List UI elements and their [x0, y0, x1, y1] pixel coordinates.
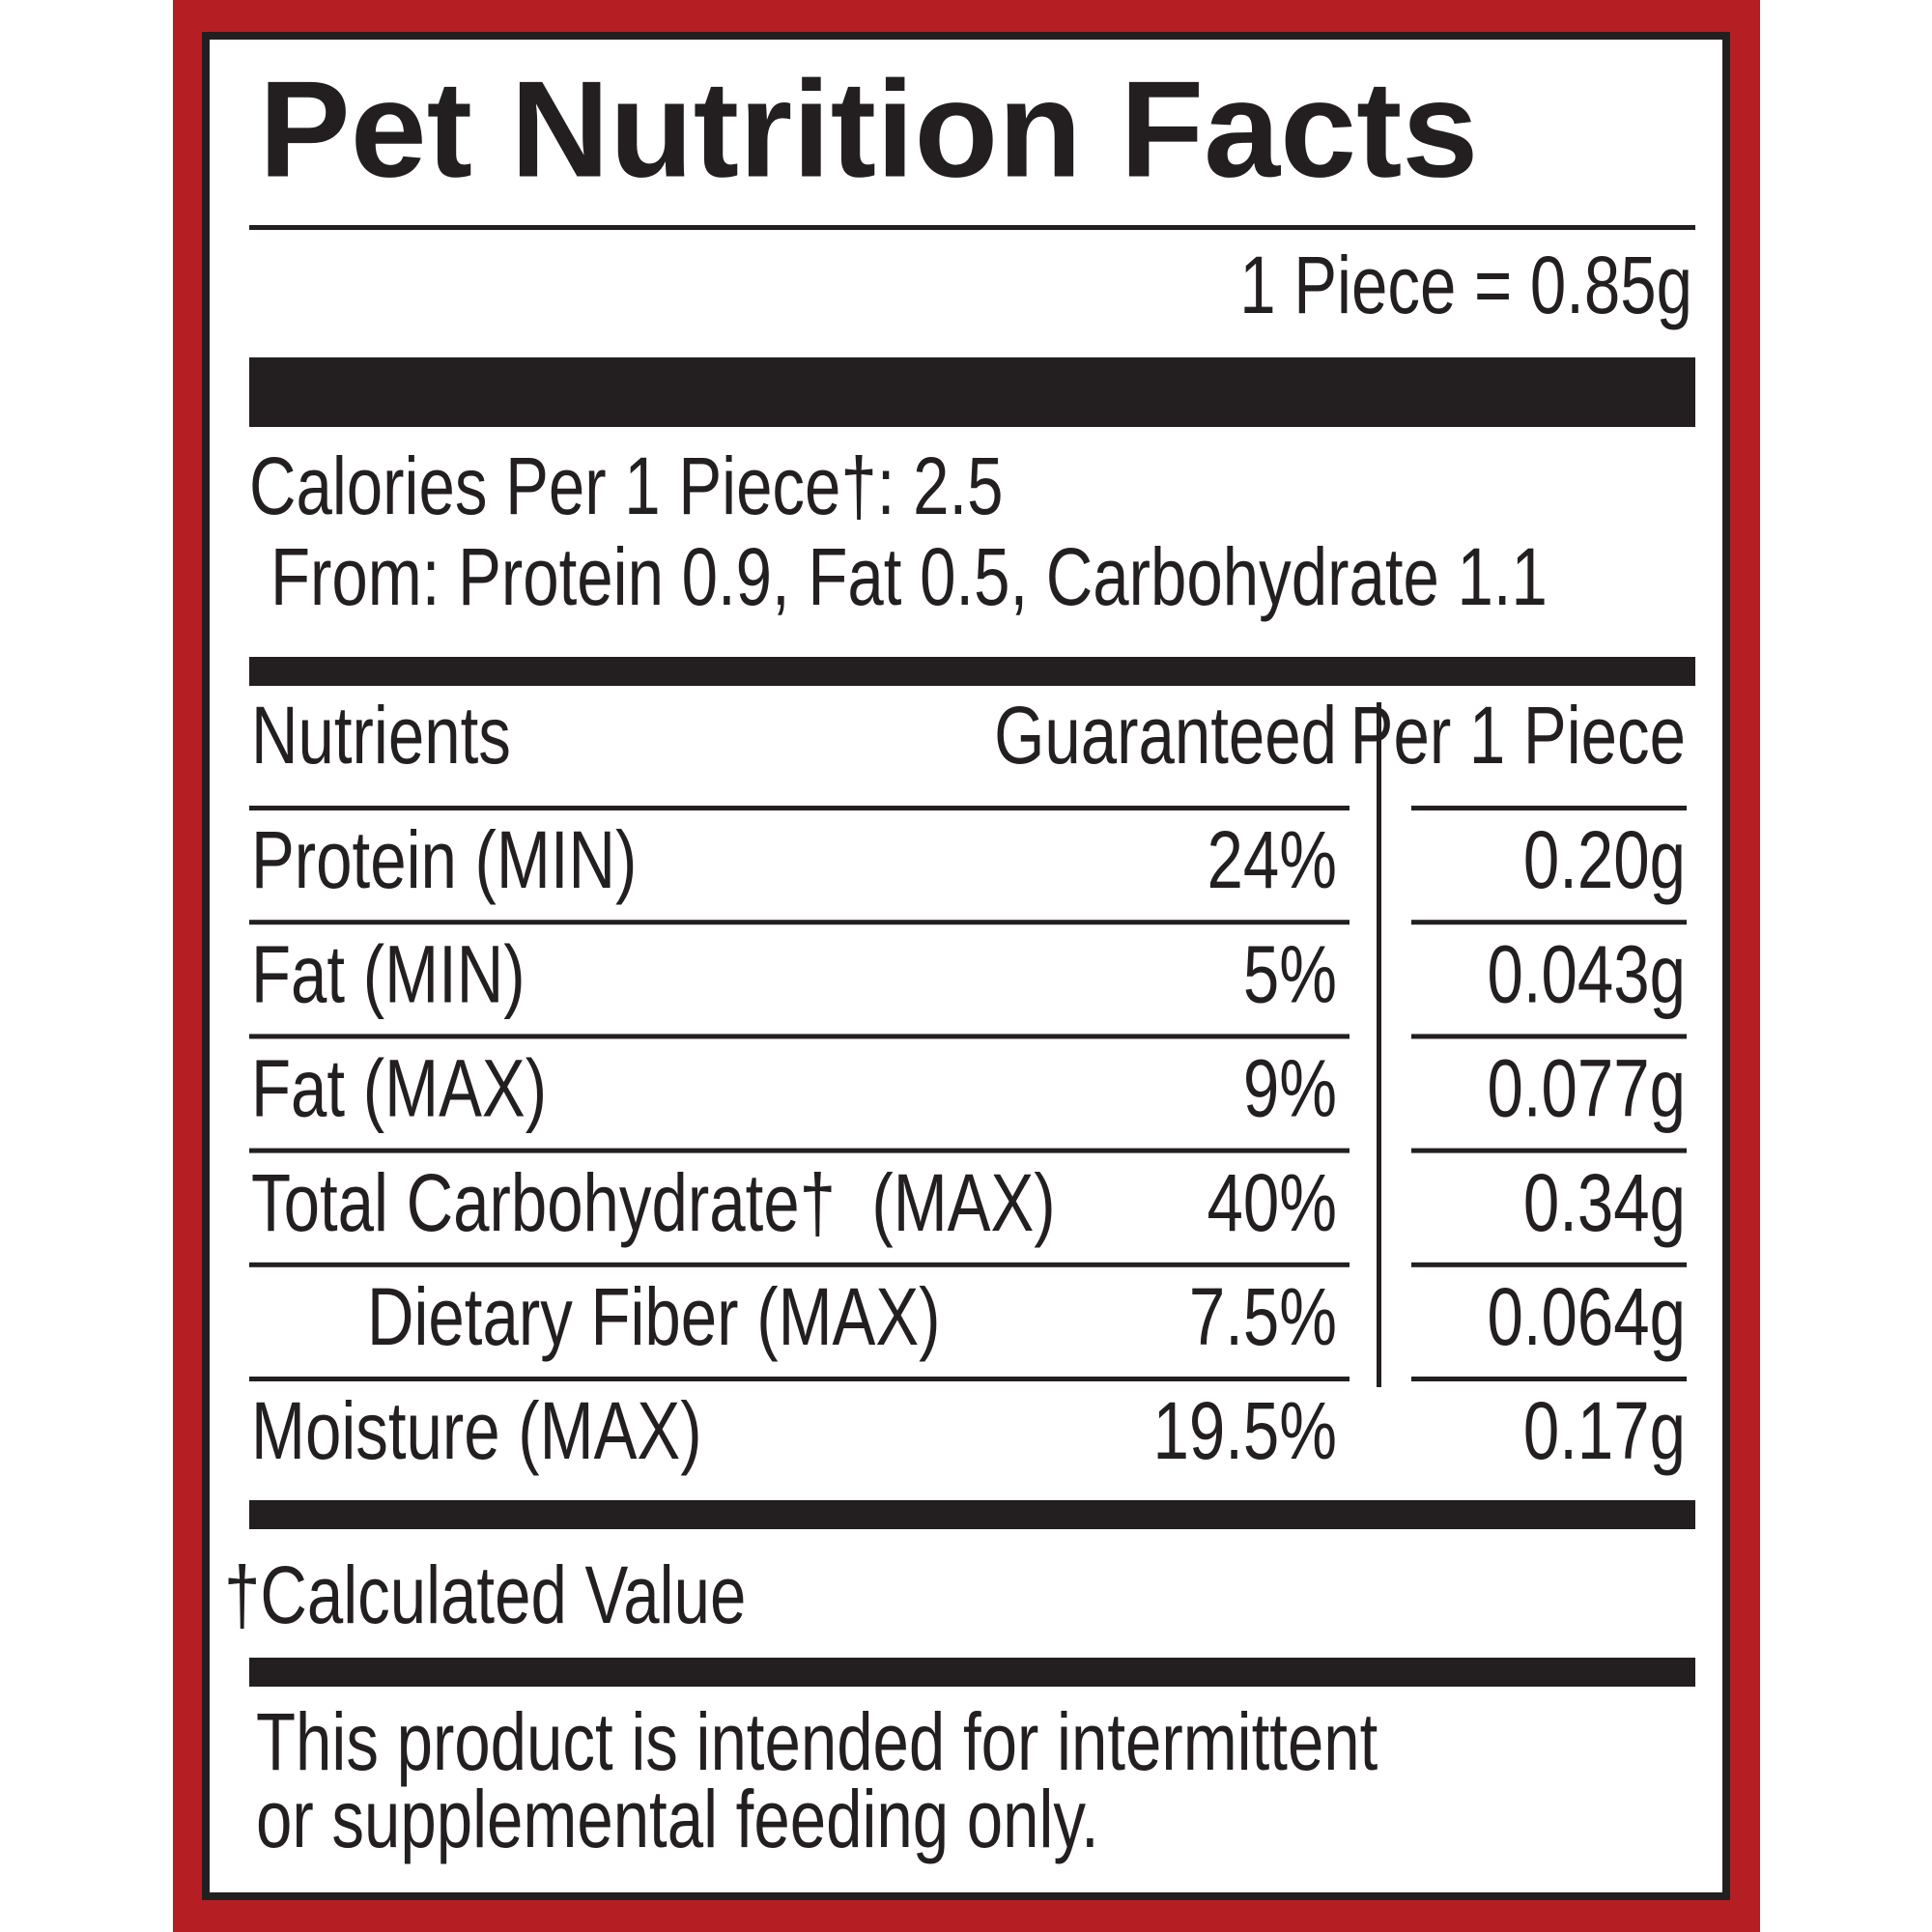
nutrient-table: Nutrients Guaranteed Per 1 Piece Protein…: [249, 691, 1687, 1477]
nutrient-name: Fat (MAX): [251, 1043, 547, 1134]
row-rule: [1411, 1148, 1687, 1153]
row-rule: [1411, 920, 1687, 925]
guaranteed-value: 7.5%: [1189, 1272, 1337, 1363]
header: Per 1 Piece: [1350, 691, 1686, 781]
header: Nutrients: [251, 691, 511, 781]
per-piece-value: 0.043g: [1488, 929, 1686, 1020]
row-rule: [249, 920, 1350, 925]
row-rule: [1411, 806, 1687, 810]
column-divider: [1377, 702, 1381, 1387]
guaranteed-value: 9%: [1243, 1043, 1337, 1134]
bar: [249, 1500, 1695, 1529]
title: Pet Nutrition Facts: [259, 53, 1478, 207]
row-rule: [249, 806, 1350, 810]
nutrient-name: Dietary Fiber (MAX): [367, 1272, 941, 1363]
header: Guaranteed: [994, 691, 1337, 781]
nutrient-name: Total Carbohydrate† (MAX): [251, 1158, 1056, 1249]
bar: [249, 1658, 1695, 1687]
per-piece-value: 0.34g: [1523, 1158, 1686, 1249]
serving-size: 1 Piece = 0.85g: [1239, 241, 1692, 331]
row-rule: [1411, 1377, 1687, 1381]
row-rule: [249, 1034, 1350, 1039]
rule: [249, 225, 1695, 230]
bar: [249, 657, 1695, 686]
row-rule: [1411, 1034, 1687, 1039]
panel: [210, 40, 1722, 1892]
guaranteed-value: 40%: [1208, 1158, 1337, 1249]
guaranteed-value: 24%: [1208, 815, 1337, 906]
disclaimer-line: or supplemental feeding only.: [256, 1775, 1099, 1865]
per-piece-value: 0.077g: [1488, 1043, 1686, 1134]
per-piece-value: 0.20g: [1523, 815, 1686, 906]
calories-from: From: Protein 0.9, Fat 0.5, Carbohydrate…: [270, 532, 1548, 623]
guaranteed-value: 19.5%: [1152, 1386, 1337, 1477]
row-rule: [249, 1377, 1350, 1381]
nutrient-name: Protein (MIN): [251, 815, 637, 906]
row-rule: [1411, 1262, 1687, 1267]
guaranteed-value: 5%: [1243, 929, 1337, 1020]
footnote: †Calculated Value: [224, 1550, 746, 1641]
disclaimer-line: This product is intended for intermitten…: [256, 1697, 1378, 1788]
per-piece-value: 0.064g: [1488, 1272, 1686, 1363]
thick-bar: [249, 357, 1695, 427]
nutrient-name: Fat (MIN): [251, 929, 526, 1020]
per-piece-value: 0.17g: [1523, 1386, 1686, 1477]
calories: Calories Per 1 Piece†: 2.5: [249, 441, 1003, 532]
nutrient-name: Moisture (MAX): [251, 1386, 702, 1477]
row-rule: [249, 1262, 1350, 1267]
row-rule: [249, 1148, 1350, 1153]
